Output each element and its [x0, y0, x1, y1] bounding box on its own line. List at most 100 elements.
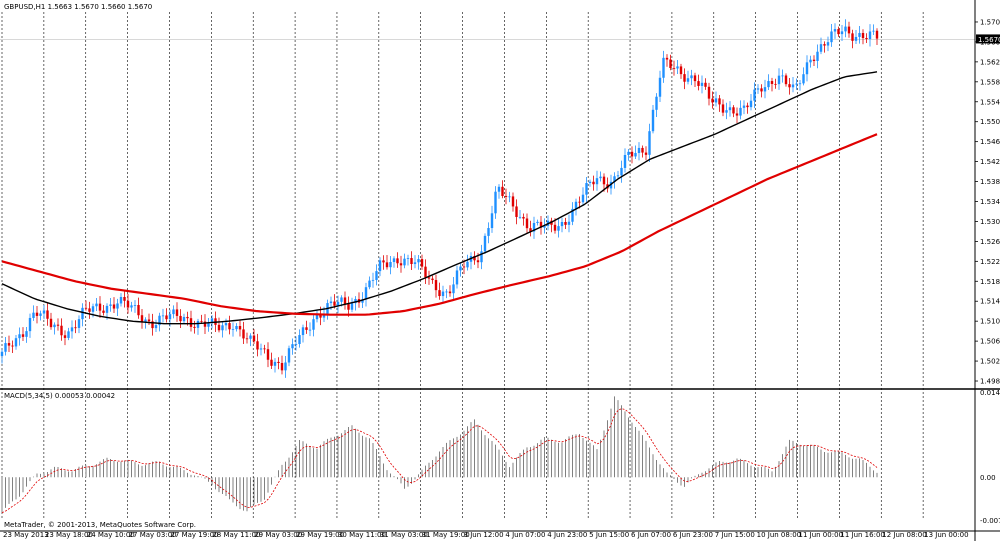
candle-body: [354, 299, 357, 304]
candle-body: [473, 256, 476, 261]
candle-body: [375, 271, 378, 280]
x-tick-label: 28 May 11:00: [212, 531, 260, 539]
candle-body: [494, 191, 497, 214]
candle-body: [669, 59, 672, 68]
candle-body: [480, 251, 483, 263]
candle-body: [508, 196, 511, 198]
candle-body: [203, 321, 207, 327]
candle-body: [536, 221, 539, 224]
candle-body: [462, 266, 466, 268]
candle-body: [497, 186, 501, 192]
x-tick-label: 27 May 03:00: [129, 531, 177, 539]
candle-body: [644, 152, 648, 155]
main-chart-title: GBPUSD,H1 1.5663 1.5670 1.5660 1.5670: [4, 3, 152, 11]
x-tick-label: 7 Jun 15:00: [715, 531, 755, 539]
candle-body: [564, 221, 567, 225]
candle-body: [25, 331, 28, 337]
candle-body: [599, 176, 602, 179]
candle-body: [578, 201, 581, 203]
current-price-tag: [976, 34, 1000, 44]
x-tick-label: 5 Jun 15:00: [589, 531, 629, 539]
x-tick-label: 13 Jun 00:00: [924, 531, 968, 539]
candle-body: [700, 82, 704, 86]
candle-body: [224, 323, 228, 326]
candle-body: [732, 107, 735, 114]
macd-y-tick-label: 0.01437: [980, 389, 1000, 397]
candle-body: [182, 316, 186, 322]
candle-body: [476, 260, 480, 263]
candle-body: [641, 147, 644, 153]
candle-body: [627, 151, 630, 155]
candle-body: [767, 81, 770, 88]
candle-body: [217, 324, 221, 331]
candle-body: [84, 307, 88, 309]
candle-body: [490, 213, 494, 229]
candle-body: [844, 26, 847, 32]
candle-body: [802, 74, 805, 84]
moving-average-line: [1, 71, 878, 325]
y-tick-label: 1.5505: [980, 118, 1000, 126]
candle-body: [252, 335, 256, 342]
candle-body: [819, 44, 823, 52]
candle-body: [466, 261, 469, 268]
candle-body: [728, 107, 732, 111]
candle-body: [14, 338, 18, 347]
x-tick-label: 6 Jun 07:00: [631, 531, 671, 539]
candle-body: [574, 201, 578, 209]
macd-y-tick-label: -0.00722: [980, 517, 1000, 525]
candle-body: [602, 176, 606, 185]
candle-body: [637, 147, 641, 153]
candle-body: [427, 277, 431, 279]
candle-body: [91, 306, 95, 312]
candle-body: [46, 310, 49, 319]
x-tick-label: 11 Jun 00:00: [799, 531, 843, 539]
candle-body: [266, 349, 270, 360]
candle-body: [168, 314, 172, 320]
candle-body: [263, 348, 266, 350]
candle-body: [511, 196, 515, 207]
candle-body: [571, 208, 574, 222]
candle-body: [305, 327, 308, 330]
candle-body: [504, 195, 508, 197]
candle-body: [56, 324, 60, 326]
candle-body: [228, 323, 231, 330]
candle-body: [49, 318, 53, 328]
y-tick-label: 1.4985: [980, 378, 1000, 386]
candle-body: [154, 325, 158, 329]
candle-body: [861, 32, 865, 38]
candle-body: [60, 325, 63, 336]
candle-body: [256, 341, 259, 350]
candle-body: [522, 216, 525, 219]
candle-body: [865, 37, 868, 40]
candle-body: [221, 325, 224, 331]
candle-body: [630, 151, 634, 157]
candle-body: [683, 74, 686, 82]
y-tick-label: 1.5265: [980, 238, 1000, 246]
candle-body: [763, 87, 767, 92]
x-tick-label: 27 May 19:00: [170, 531, 218, 539]
candle-body: [868, 31, 872, 40]
candle-body: [144, 319, 147, 323]
candle-body: [634, 152, 637, 157]
candle-body: [609, 181, 613, 189]
candle-body: [851, 33, 854, 41]
candle-body: [0, 351, 4, 357]
candle-body: [567, 221, 571, 225]
candle-body: [725, 110, 728, 113]
candle-body: [312, 319, 315, 330]
macd-area: [1, 396, 878, 514]
macd-signal-line: [1, 408, 878, 514]
candle-body: [455, 270, 459, 285]
candle-body: [350, 303, 354, 310]
candle-body: [459, 266, 462, 271]
candle-body: [525, 218, 529, 229]
x-tick-label: 12 Jun 08:00: [882, 531, 926, 539]
candle-body: [238, 326, 242, 330]
candle-body: [483, 235, 487, 252]
candle-body: [270, 359, 273, 366]
x-tick-label: 4 Jun 07:00: [505, 531, 545, 539]
candle-body: [336, 301, 340, 306]
candle-body: [623, 154, 627, 168]
